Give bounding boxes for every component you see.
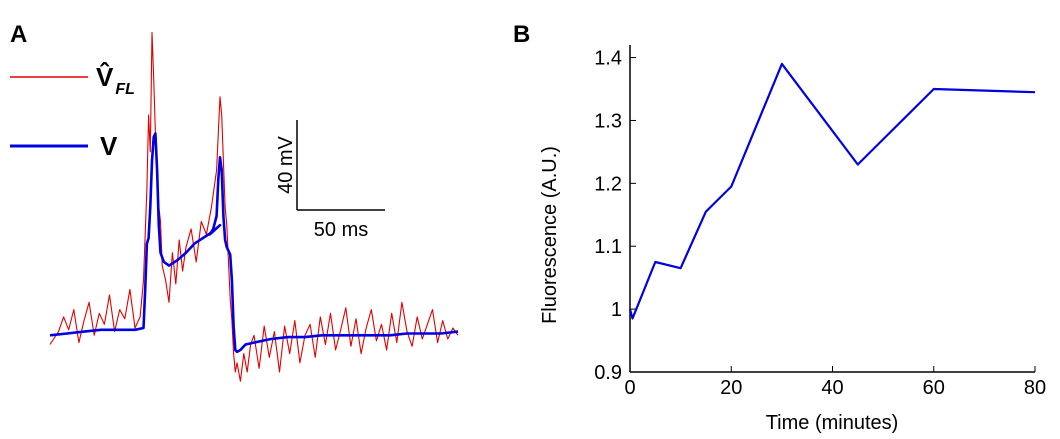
x-tick-label: 20 [720,377,742,399]
y-tick-label: 1.3 [594,110,622,132]
legend-label-vfl: V̂ FL [96,61,135,98]
x-tick-label: 60 [923,377,945,399]
panel-b-ylabel: Fluorescence (A.U.) [539,146,561,324]
panel-a-legend: V̂ FL V [10,61,135,161]
y-tick-label: 0.9 [594,362,622,384]
y-tick-label: 1.4 [594,48,622,70]
x-tick-label: 40 [821,377,843,399]
panel-b: 0.9 1 1.1 1.2 1.3 1.4 0 20 40 60 80 Time (minutes)… [539,45,1046,434]
panel-b-trace [628,62,1036,320]
panel-b-xlabel: Time (minutes) [766,412,899,434]
scale-bar: 40 mV 50 ms [275,120,385,241]
y-tick-label: 1.1 [594,236,622,258]
series-line-vfl [49,31,459,382]
y-tick-label: 1 [611,299,622,321]
x-tick-label: 80 [1024,377,1046,399]
y-tick-label: 1.2 [594,173,622,195]
series-line-fluorescence [628,62,1036,320]
scale-bar-vertical-label: 40 mV [275,135,297,193]
panel-a-traces [49,31,459,382]
panel-a: V̂ FL V 40 mV 50 ms [10,31,459,382]
x-tick-label: 0 [624,377,635,399]
panel-a-letter: A [10,21,27,48]
panel-b-axes: 0.9 1 1.1 1.2 1.3 1.4 0 20 40 60 80 [594,45,1046,399]
series-line-v [49,132,459,354]
legend-label-v: V [100,131,118,161]
scale-bar-horizontal-label: 50 ms [314,219,368,241]
panel-b-letter: B [513,21,530,48]
